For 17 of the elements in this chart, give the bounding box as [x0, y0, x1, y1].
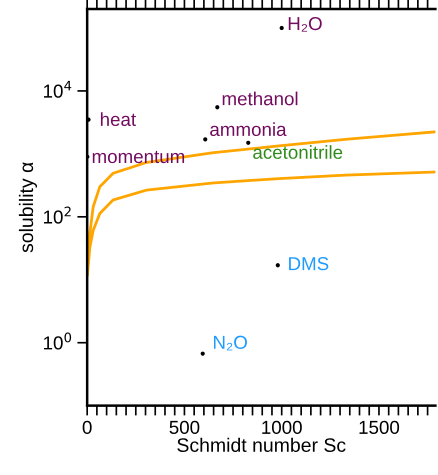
- x-tick-label: 1000: [262, 420, 302, 434]
- y-tick-label: 10$^{4}$: [44, 80, 72, 98]
- y-tick-label: 10$^{0}$: [44, 332, 72, 350]
- y-tick-label: 10$^{2}$: [44, 206, 71, 224]
- annotation: acetonitrile: [253, 145, 342, 159]
- annotation: ammonia: [210, 122, 287, 136]
- x-axis-title: Schmidt number Sc: [177, 438, 346, 452]
- annotation: methanol: [222, 92, 298, 106]
- y-axis-title: solubility α: [18, 162, 38, 252]
- annotation: N₂O: [214, 336, 247, 350]
- annotation: H₂O: [288, 16, 322, 32]
- annotation: momentum: [92, 150, 184, 164]
- x-tick-label: 0: [82, 420, 92, 434]
- annotation: DMS: [289, 257, 328, 270]
- x-tick-label: 1500: [360, 420, 400, 434]
- annotation: heat: [100, 112, 136, 126]
- x-tick-label: 500: [170, 420, 200, 434]
